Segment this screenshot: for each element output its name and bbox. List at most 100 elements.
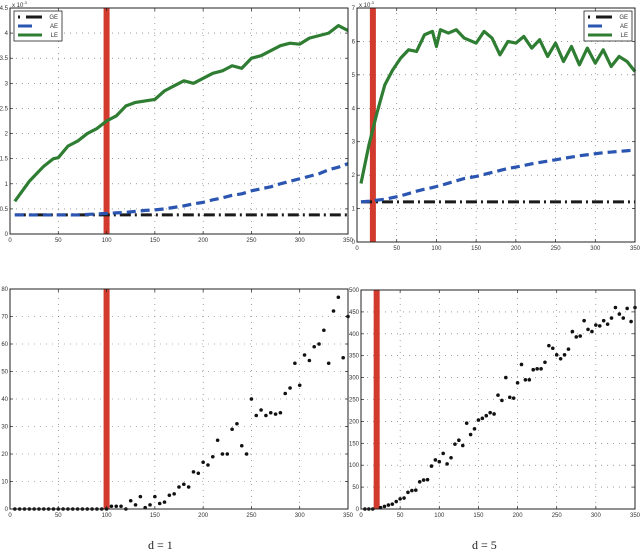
x-tick-label: 300 [295,513,306,519]
y-tick-label: 5 [352,73,356,79]
data-point [273,412,278,416]
data-point [429,464,434,468]
y-tick-label: 4 [5,31,9,37]
y-tick-label: 300 [349,376,360,382]
data-point [215,438,220,443]
data-point [519,362,524,367]
data-point [206,463,210,467]
x-tick-label: 0 [8,513,12,519]
data-point [167,493,172,498]
y-tick-label: 1.5 [0,157,9,163]
legend-label-GE: GE [49,15,58,21]
data-point [570,329,575,334]
data-point [331,309,336,313]
data-point [601,318,606,323]
data-point [562,353,567,357]
data-point [515,381,520,385]
y-scale-label: x 10-3 [12,0,28,9]
x-tick-label: 250 [246,238,257,244]
data-point [317,342,321,346]
plot-top-right: 0 50 100 150 200 250 300 350 0 1 2 3 4 5 6 7 x 10-3 GE AE L… [352,0,640,252]
y-scale-label: x 10-3 [359,0,375,9]
data-point [496,393,500,397]
data-point [114,504,119,509]
data-point [609,316,614,320]
x-tick-label: 0 [8,238,12,244]
legend: GE AE LE [583,10,633,42]
plot-bottom-right: 0 50 100 150 200 250 300 350 0 50 100 150 200 250 300 3… [349,288,640,519]
data-point [625,306,629,311]
data-point [566,347,571,351]
y-tick-label: 60 [1,342,8,348]
axes-frame [9,7,349,235]
data-point [582,318,586,323]
legend-label-AE: AE [620,24,628,30]
data-point [468,432,473,437]
data-point [437,459,442,464]
data-point [293,361,297,366]
data-point [453,442,457,446]
plot-bottom-left: 0 50 100 150 200 250 300 350 0 10 20 30 40 50 60 70 80 [1,287,353,519]
y-tick-label: 4 [352,106,356,112]
data-point [417,480,422,484]
data-point [302,353,307,357]
data-point [504,375,508,380]
data-point [157,501,162,506]
data-point [558,356,563,361]
data-point [410,488,414,493]
data-point [211,454,215,459]
data-point [484,413,489,418]
data-point [133,503,138,507]
data-point [230,427,234,432]
data-point [268,410,273,415]
data-point [249,397,254,401]
data-point [264,413,268,418]
y-tick-label: 0 [356,507,360,513]
y-tick-label: 0 [5,232,9,238]
data-point [578,334,582,338]
legend: GE AE LE [13,10,63,42]
x-tick-label: 150 [150,513,161,519]
axes-frame [356,7,636,243]
data-point [535,367,539,371]
x-tick-label: 200 [511,246,522,252]
y-tick-label: 2 [5,132,9,138]
data-point [425,477,430,482]
y-tick-label: 450 [349,310,360,316]
y-tick-label: 0.5 [0,207,9,213]
caption-d1: d = 1 [148,538,173,552]
data-point [278,410,283,415]
y-tick-label: 350 [349,354,360,360]
data-point [531,367,536,372]
y-tick-label: 500 [349,288,360,294]
data-point [390,502,395,506]
y-tick-label: 2.5 [0,106,9,112]
data-point [460,443,465,448]
data-point [307,358,312,363]
series-LE [13,23,349,203]
y-tick-label: 1 [5,182,9,188]
y-tick-label: 40 [1,397,8,403]
legend-label-LE: LE [51,33,58,39]
threshold-marker [103,289,110,509]
data-point [182,482,186,487]
y-tick-label: 6 [352,39,356,45]
series-AE [360,148,636,204]
x-tick-label: 0 [359,513,363,519]
data-point [441,451,446,456]
data-point [597,324,602,328]
y-tick-label: 250 [349,398,360,404]
x-tick-label: 200 [513,513,524,519]
data-point [457,438,461,443]
y-tick-label: 10 [1,480,8,486]
data-point [574,335,579,339]
data-point [191,470,196,474]
data-point [312,344,317,349]
y-tick-label: 0 [352,240,356,246]
data-point [341,355,345,360]
y-tick-label: 3.5 [0,56,9,62]
data-point [445,462,449,466]
x-tick-label: 50 [393,246,400,252]
data-point [239,443,244,448]
